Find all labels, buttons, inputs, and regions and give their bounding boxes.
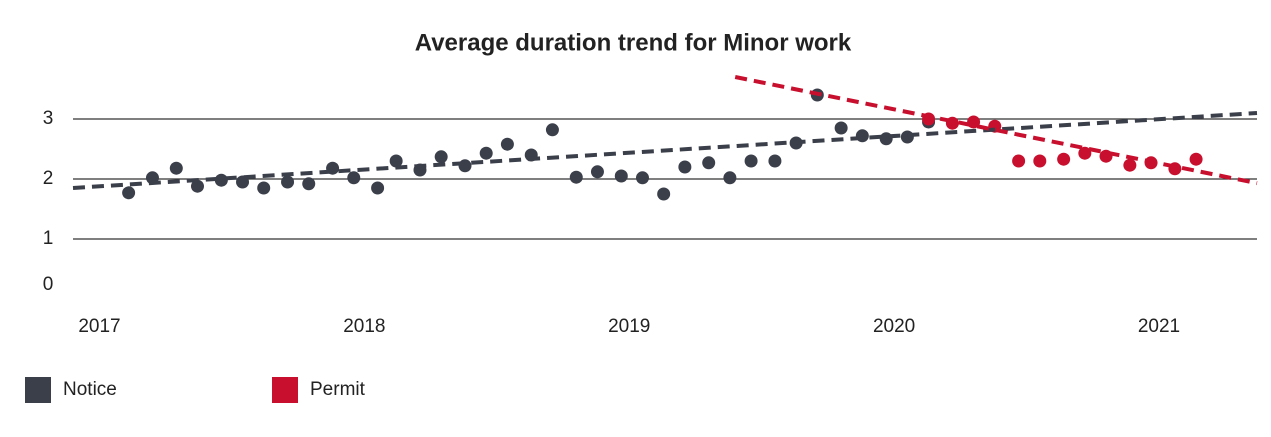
chart-title: Average duration trend for Minor work (415, 29, 852, 56)
point (347, 171, 361, 185)
trend-line (734, 75, 1258, 186)
point (257, 181, 271, 195)
point (834, 121, 848, 135)
point (500, 137, 514, 151)
point (702, 156, 716, 170)
point (635, 171, 649, 185)
point (1189, 152, 1203, 166)
legend-swatch (272, 377, 298, 403)
point (678, 160, 692, 174)
point (302, 177, 316, 191)
legend-label: Notice (63, 379, 117, 400)
point (1123, 158, 1137, 172)
y-tick-label: 1 (43, 228, 54, 249)
y-tick-label: 2 (43, 168, 54, 189)
point (371, 181, 385, 195)
y-tick-label: 0 (43, 274, 54, 295)
point (1057, 152, 1071, 166)
point (1012, 154, 1026, 168)
point (569, 170, 583, 184)
x-tick-label: 2020 (873, 316, 915, 337)
x-tick-label: 2018 (343, 316, 385, 337)
point (281, 175, 295, 189)
point (1078, 146, 1092, 160)
point (768, 154, 782, 168)
point (723, 171, 737, 185)
point (545, 123, 559, 137)
y-tick-label: 3 (43, 108, 54, 129)
x-tick-label: 2021 (1138, 316, 1180, 337)
x-tick-label: 2019 (608, 316, 650, 337)
point (657, 187, 671, 201)
point (1033, 154, 1047, 168)
point (190, 179, 204, 193)
point (458, 159, 472, 173)
legend-label: Permit (310, 379, 366, 400)
x-tick-label: 2017 (78, 316, 120, 337)
point (967, 115, 981, 129)
trend-line (72, 111, 1258, 190)
point (900, 130, 914, 144)
point (744, 154, 758, 168)
point (214, 173, 228, 187)
point (855, 129, 869, 143)
point (590, 165, 604, 179)
point (479, 146, 493, 160)
point (389, 154, 403, 168)
point (614, 169, 628, 183)
point (434, 150, 448, 164)
point (169, 161, 183, 175)
legend-swatch (25, 377, 51, 403)
point (122, 186, 136, 200)
